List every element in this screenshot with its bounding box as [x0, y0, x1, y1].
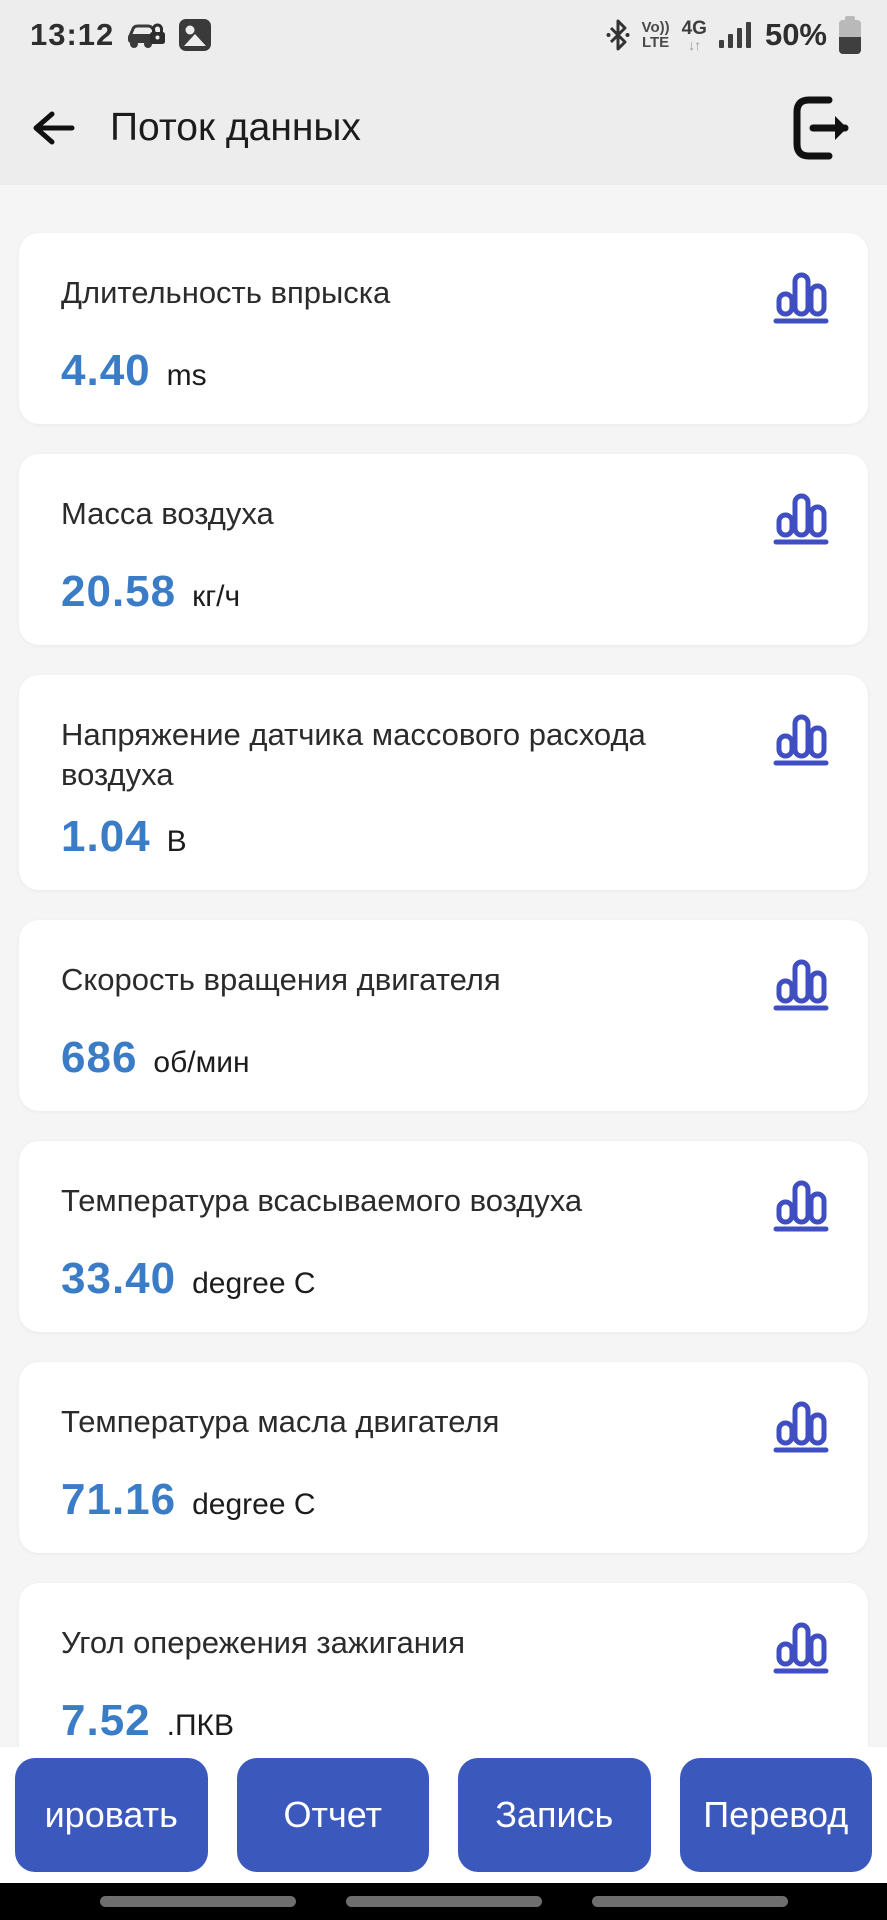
- parameter-unit: кг/ч: [192, 580, 241, 613]
- exit-export-button[interactable]: [787, 90, 857, 166]
- bar-chart-icon[interactable]: [772, 1396, 830, 1459]
- footer-toolbar: ировать Отчет Запись Перевод: [0, 1747, 887, 1883]
- parameter-label: Температура всасываемого воздуха: [61, 1182, 583, 1218]
- bar-chart-icon[interactable]: [772, 709, 830, 772]
- parameter-unit: ms: [166, 359, 207, 392]
- android-nav-bar: [0, 1883, 887, 1920]
- bar-chart-icon[interactable]: [772, 488, 830, 551]
- data-stream-list: Длительность впрыска 4.40 ms Масса возду…: [0, 185, 887, 1774]
- parameter-value: 7.52: [61, 1695, 151, 1745]
- record-button[interactable]: Запись: [458, 1758, 651, 1872]
- parameter-value: 4.40: [61, 346, 151, 395]
- nav-recents-button[interactable]: [99, 1896, 296, 1907]
- signal-strength-icon: [718, 20, 753, 50]
- page-title: Поток данных: [110, 105, 361, 149]
- status-bar: 13:12: [0, 0, 887, 70]
- bluetooth-icon: [606, 19, 630, 51]
- parameter-label: Масса воздуха: [61, 496, 274, 531]
- fix-button[interactable]: ировать: [15, 1758, 208, 1872]
- bar-chart-icon[interactable]: [772, 1617, 830, 1680]
- parameter-card: Угол опережения зажигания 7.52 .ПКВ: [19, 1582, 868, 1774]
- parameter-unit: В: [166, 824, 187, 858]
- parameter-label: Напряжение датчика массового расхода воз…: [61, 717, 646, 793]
- back-button[interactable]: [30, 108, 76, 148]
- parameter-label: Температура масла двигателя: [61, 1403, 500, 1439]
- network-indicator: 4G ↓↑: [681, 17, 707, 53]
- parameter-label: Скорость вращения двигателя: [61, 961, 501, 997]
- parameter-card: Температура всасываемого воздуха 33.40 d…: [19, 1140, 868, 1332]
- parameter-card: Напряжение датчика массового расхода воз…: [19, 675, 868, 890]
- bar-chart-icon[interactable]: [772, 267, 830, 330]
- parameter-unit: об/мин: [153, 1045, 250, 1079]
- parameter-value: 33.40: [61, 1253, 177, 1303]
- battery-percent: 50%: [764, 17, 827, 52]
- parameter-unit: degree C: [192, 1266, 316, 1300]
- clock: 13:12: [30, 17, 115, 52]
- nav-back-button[interactable]: [591, 1896, 788, 1907]
- nav-home-button[interactable]: [345, 1896, 542, 1907]
- top-block: 13:12: [0, 0, 887, 185]
- parameter-card: Температура масла двигателя 71.16 degree…: [19, 1361, 868, 1553]
- app-header: Поток данных: [0, 70, 887, 185]
- bar-chart-icon[interactable]: [772, 954, 830, 1017]
- parameter-label: Длительность впрыска: [61, 275, 391, 310]
- parameter-value: 20.58: [61, 567, 177, 616]
- parameter-card: Длительность впрыска 4.40 ms: [19, 233, 868, 424]
- parameter-unit: .ПКВ: [166, 1708, 235, 1742]
- parameter-card: Масса воздуха 20.58 кг/ч: [19, 454, 868, 645]
- parameter-value: 1.04: [61, 811, 151, 861]
- parameter-card: Скорость вращения двигателя 686 об/мин: [19, 919, 868, 1111]
- parameter-label: Угол опережения зажигания: [61, 1624, 465, 1660]
- volte-indicator: Vo)) LTE: [641, 19, 670, 51]
- parameter-value: 71.16: [61, 1474, 177, 1524]
- translate-button[interactable]: Перевод: [679, 1758, 872, 1872]
- battery-icon: [839, 16, 861, 54]
- parameter-value: 686: [61, 1032, 138, 1082]
- car-lock-icon: [126, 20, 166, 50]
- report-button[interactable]: Отчет: [236, 1758, 429, 1872]
- bar-chart-icon[interactable]: [772, 1175, 830, 1238]
- gallery-icon: [178, 18, 212, 52]
- parameter-unit: degree C: [192, 1487, 316, 1521]
